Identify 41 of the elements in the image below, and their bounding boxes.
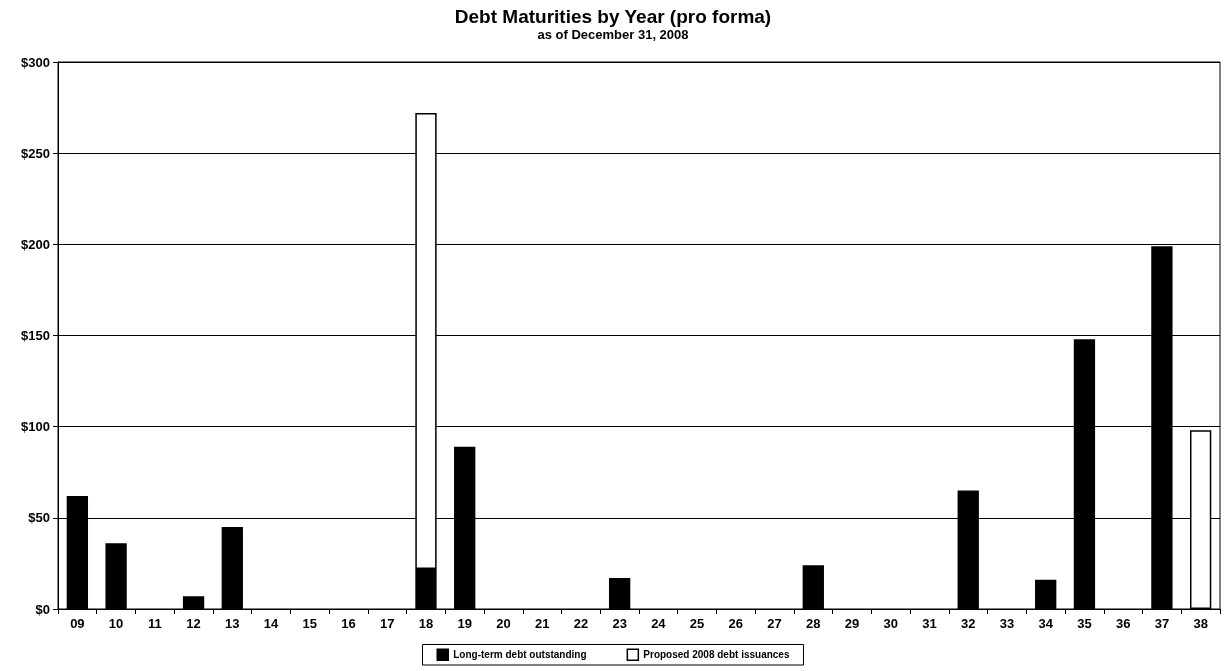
- legend-label: Proposed 2008 debt issuances: [643, 649, 790, 661]
- x-tick-label: 30: [883, 616, 898, 631]
- y-tick-label: $200: [21, 236, 50, 252]
- y-tick-label: $250: [21, 145, 50, 161]
- x-tick-label: 33: [999, 616, 1015, 631]
- x-tick-label: 26: [728, 616, 744, 631]
- x-tick-label: 25: [689, 616, 705, 631]
- y-tick-label: $100: [21, 419, 50, 435]
- x-tick-label: 28: [806, 616, 821, 631]
- x-tick-label: 22: [573, 616, 589, 631]
- x-tick-label: 17: [380, 616, 395, 631]
- y-tick-label: $0: [35, 601, 50, 617]
- x-tick-label: 34: [1038, 616, 1054, 631]
- x-tick-label: 37: [1154, 616, 1170, 631]
- y-tick-label: $150: [21, 328, 50, 343]
- x-tick-label: 14: [263, 616, 280, 631]
- x-tick-label: 19: [457, 616, 472, 631]
- x-tick-label: 29: [844, 616, 860, 631]
- x-tick-label: 11: [147, 616, 162, 631]
- y-tick-label: $50: [28, 510, 50, 526]
- x-tick-label: 24: [651, 616, 667, 631]
- x-tick-label: 32: [961, 616, 976, 631]
- x-tick-label: 09: [70, 616, 85, 631]
- y-tick-label: $300: [21, 54, 50, 70]
- x-tick-label: 21: [534, 616, 550, 631]
- chart-title: Debt Maturities by Year (pro forma): [454, 6, 772, 27]
- x-tick-label: 15: [302, 616, 317, 631]
- x-tick-label: 12: [186, 616, 201, 631]
- x-tick-label: 18: [418, 616, 434, 631]
- x-tick-label: 23: [612, 616, 627, 631]
- x-tick-label: 31: [922, 616, 937, 631]
- chart-subtitle: as of December 31, 2008: [537, 27, 689, 42]
- legend-label: Long-term debt outstanding: [453, 649, 587, 661]
- x-tick-label: 38: [1193, 616, 1208, 631]
- x-tick-label: 27: [767, 616, 782, 631]
- x-tick-label: 20: [496, 616, 511, 631]
- x-tick-label: 35: [1077, 616, 1092, 631]
- x-tick-label: 13: [225, 616, 240, 631]
- x-tick-label: 10: [108, 616, 124, 631]
- x-tick-label: 36: [1115, 616, 1131, 631]
- x-tick-label: 16: [341, 616, 356, 631]
